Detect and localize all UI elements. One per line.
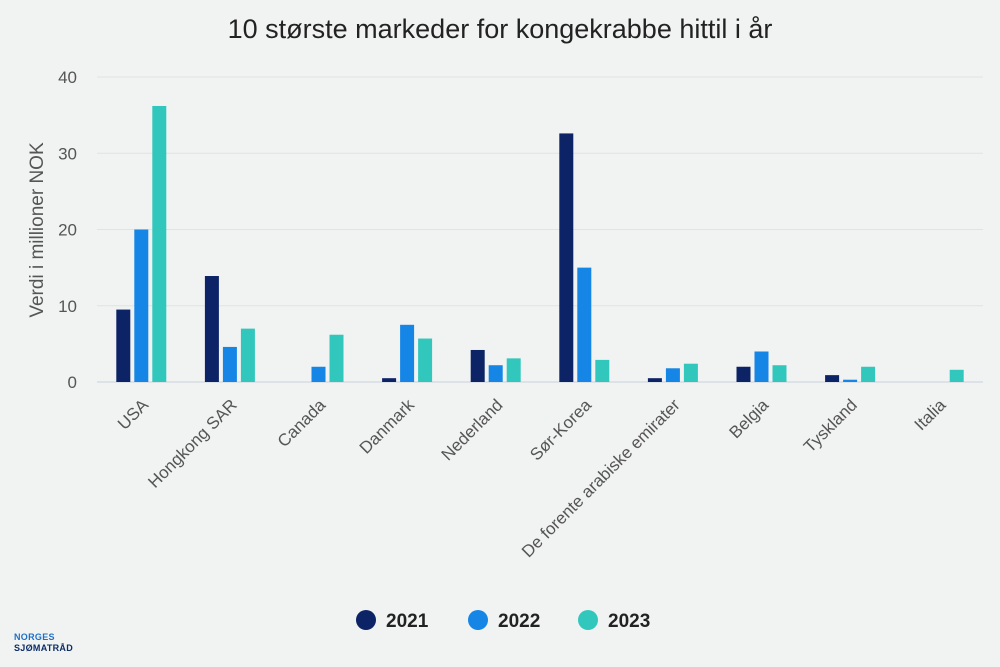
bar-2021 bbox=[116, 309, 131, 382]
bar-2021 bbox=[382, 378, 397, 382]
bar-2023 bbox=[418, 338, 433, 382]
bar-2022 bbox=[400, 324, 415, 382]
bar-2023 bbox=[240, 328, 255, 382]
y-tick-label: 40 bbox=[58, 68, 77, 87]
legend-marker-2023 bbox=[578, 610, 598, 630]
x-tick-label: Tyskland bbox=[800, 395, 861, 456]
bar-2022 bbox=[222, 346, 237, 382]
norges-sjomatrad-logo: NORGES SJØMATRÅD bbox=[14, 632, 74, 653]
x-tick-label: Hongkong SAR bbox=[144, 395, 240, 491]
x-tick-label: Nederland bbox=[438, 395, 507, 464]
x-tick-label: USA bbox=[114, 395, 153, 434]
bar-2023 bbox=[152, 105, 167, 382]
gridlines: 0 10 20 30 40 bbox=[58, 68, 983, 392]
x-tick-label: Belgia bbox=[725, 395, 772, 442]
legend-marker-2021 bbox=[356, 610, 376, 630]
y-tick-label: 30 bbox=[58, 144, 77, 163]
bar-2021 bbox=[559, 133, 574, 382]
x-tick-label: Italia bbox=[911, 395, 950, 434]
bars bbox=[116, 105, 964, 382]
bar-2022 bbox=[843, 379, 858, 382]
bar-2023 bbox=[329, 334, 344, 382]
legend-marker-2022 bbox=[468, 610, 488, 630]
bar-2022 bbox=[134, 229, 149, 382]
bar-2023 bbox=[949, 369, 964, 382]
bar-2022 bbox=[754, 351, 769, 382]
bar-2021 bbox=[470, 349, 485, 382]
x-tick-label: Canada bbox=[274, 395, 330, 451]
bar-2021 bbox=[204, 276, 219, 382]
x-tick-label: Sør-Korea bbox=[526, 395, 595, 464]
legend-label: 2021 bbox=[386, 611, 429, 632]
bar-2022 bbox=[665, 368, 680, 382]
y-tick-label: 0 bbox=[68, 373, 77, 392]
legend: 2021 2022 2023 bbox=[356, 610, 650, 632]
y-axis-label: Verdi i millioner NOK bbox=[27, 142, 48, 318]
bar-2021 bbox=[736, 366, 751, 382]
bar-2023 bbox=[506, 358, 521, 382]
bar-2023 bbox=[861, 366, 876, 382]
bar-2021 bbox=[647, 378, 662, 382]
chart-title: 10 største markeder for kongekrabbe hitt… bbox=[228, 14, 773, 44]
x-tick-label: Danmark bbox=[356, 395, 419, 458]
bar-2022 bbox=[577, 267, 592, 382]
y-tick-label: 20 bbox=[58, 221, 77, 240]
bar-2023 bbox=[595, 359, 610, 382]
bar-2021 bbox=[825, 375, 840, 382]
bar-2023 bbox=[772, 365, 787, 382]
y-tick-label: 10 bbox=[58, 297, 77, 316]
x-tick-label: De forente arabiske emirater bbox=[518, 395, 684, 561]
bar-2022 bbox=[311, 366, 326, 382]
legend-label: 2023 bbox=[608, 611, 650, 632]
legend-label: 2022 bbox=[498, 611, 540, 632]
bar-2023 bbox=[683, 363, 698, 382]
bar-2022 bbox=[488, 365, 503, 382]
